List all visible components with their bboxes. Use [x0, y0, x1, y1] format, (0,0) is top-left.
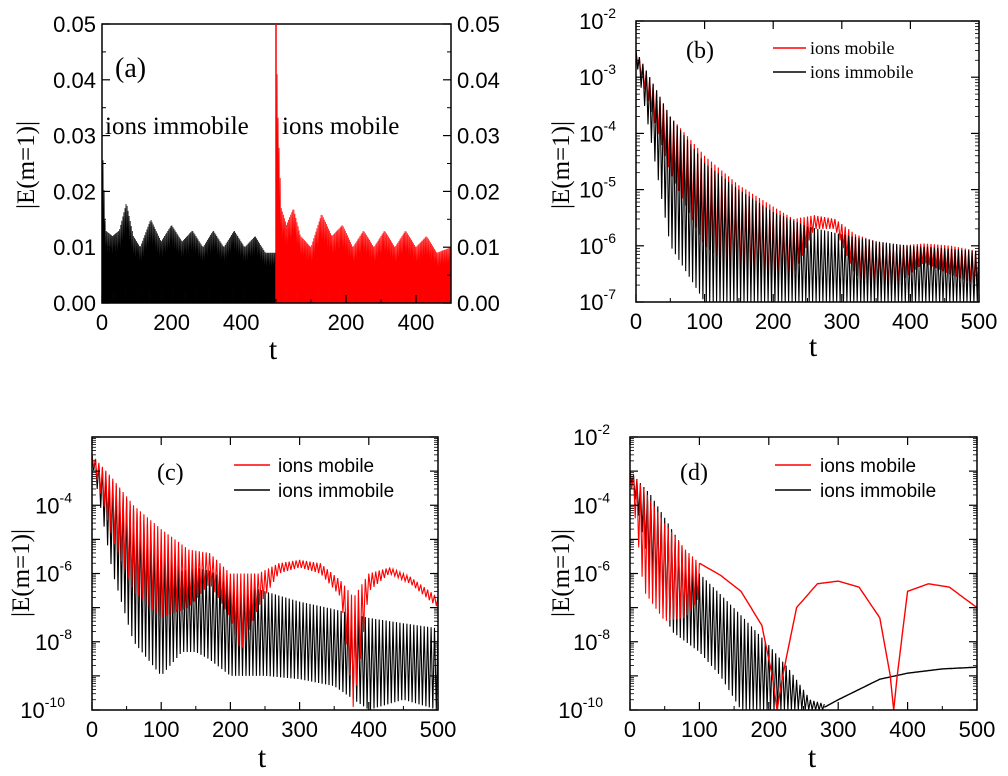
y-tick-label: 10-6: [35, 558, 72, 587]
x-tick-label: 0: [86, 717, 98, 742]
right-y-tick-label: 0.05: [457, 12, 500, 37]
x-tick-label: 200: [750, 717, 787, 742]
x-tick-label: 100: [681, 717, 718, 742]
series-ions-mobile-smooth: [699, 562, 977, 710]
right-y-tick-label: 0.02: [457, 179, 500, 204]
series-group: [102, 24, 451, 303]
x-tick-label: 200: [212, 717, 249, 742]
series-group: [636, 50, 979, 302]
y-tick-label: 10-7: [579, 286, 616, 315]
x-tick-label: 0: [630, 309, 642, 334]
y-tick-label: 10-10: [20, 694, 65, 723]
series-group: [630, 471, 977, 710]
series-group: [92, 454, 438, 710]
panel-b-legend-label-mobile: ions mobile: [810, 38, 895, 58]
panel-d: 0 100 200 300 400 500 10-10 10-8 10-6 10-4 10-2 (d…: [548, 421, 995, 774]
x-tick-label: 400: [398, 310, 435, 335]
x-tick-label: 500: [961, 309, 998, 334]
panel-b-y-axis-label: |E(m=1)|: [548, 121, 575, 209]
panel-c-legend-label-mobile: ions mobile: [278, 456, 374, 477]
panel-d-legend-label-immobile: ions immobile: [820, 481, 936, 502]
y-tick-label: 0.03: [53, 124, 96, 149]
series-ions-immobile: [102, 129, 277, 303]
panel-a-annotation-mobile: ions mobile: [282, 113, 399, 140]
x-tick-label: 500: [959, 717, 996, 742]
panel-b: 0 100 200 300 400 500 10-7 10-6 10-5 10-4 10-3 10-2…: [548, 5, 997, 363]
panel-b-ticks: 0 100 200 300 400 500 10-7 10-6 10-5 10-4 10-3 10-2: [579, 5, 997, 334]
panel-d-label: (d): [680, 460, 708, 486]
x-tick-label: 200: [153, 310, 190, 335]
panel-b-plot-area: [636, 50, 979, 302]
y-tick-label: 10-2: [573, 421, 610, 450]
panel-c: 0 100 200 300 400 500 10-10 10-8 10-6 10-4 (c) io…: [8, 436, 457, 774]
y-tick-label: 10-2: [579, 5, 616, 34]
series-ions-immobile: [636, 50, 979, 302]
y-tick-label: 10-4: [573, 489, 610, 518]
x-tick-label: 400: [889, 717, 926, 742]
y-tick-label: 10-8: [573, 626, 610, 655]
panel-c-plot-area: [92, 454, 438, 710]
right-y-tick-label: 0.01: [457, 235, 500, 260]
panel-b-legend-label-immobile: ions immobile: [810, 62, 914, 82]
panel-a-annotation-immobile: ions immobile: [105, 113, 249, 140]
x-tick-label: 400: [350, 717, 387, 742]
y-tick-label: 10-6: [573, 558, 610, 587]
right-y-tick-label: 0.00: [457, 291, 500, 316]
panel-a: 0.00 0.01 0.02 0.03 0.04 0.05 0.00 0.01 0.02 0.03…: [13, 12, 500, 366]
y-tick-label: 10-4: [579, 117, 616, 146]
y-tick-label: 10-8: [35, 626, 72, 655]
y-tick-label: 0.02: [53, 179, 96, 204]
y-tick-label: 10-6: [579, 230, 616, 259]
x-tick-label: 200: [328, 310, 365, 335]
panel-a-y-axis-label: |E(m=1)|: [13, 121, 40, 209]
panel-b-label: (b): [686, 38, 714, 64]
x-tick-label: 400: [892, 309, 929, 334]
x-tick-label: 300: [820, 717, 857, 742]
x-tick-label: 300: [823, 309, 860, 334]
panel-c-y-axis-label: |E(m=1)|: [8, 529, 35, 617]
series-ions-immobile: [92, 454, 438, 710]
series-ions-mobile: [630, 471, 700, 621]
y-tick-label: 10-10: [558, 694, 603, 723]
y-tick-label: 0.01: [53, 235, 96, 260]
series-ions-immobile-smooth: [823, 666, 977, 708]
panel-b-x-axis-label: t: [809, 330, 818, 363]
right-y-tick-label: 0.04: [457, 68, 500, 93]
panel-c-ticks: 0 100 200 300 400 500 10-10 10-8 10-6 10-4: [20, 436, 457, 742]
panel-d-x-axis-label: t: [808, 741, 817, 774]
x-tick-label: 500: [420, 717, 457, 742]
x-tick-label: 0: [624, 717, 636, 742]
x-tick-label: 100: [686, 309, 723, 334]
y-tick-label: 10-3: [579, 61, 616, 90]
panel-a-ticks: 0.00 0.01 0.02 0.03 0.04 0.05 0.00 0.01 0.02 0.03…: [53, 12, 500, 335]
y-tick-label: 10-5: [579, 174, 616, 203]
panel-a-x-axis-label: t: [269, 333, 278, 366]
x-tick-label: 100: [143, 717, 180, 742]
panel-d-legend-label-mobile: ions mobile: [820, 456, 916, 477]
series-ions-mobile: [92, 454, 438, 707]
y-tick-label: 0.00: [53, 291, 96, 316]
panel-d-ticks: 0 100 200 300 400 500 10-10 10-8 10-6 10-4 10-2: [558, 421, 995, 742]
right-y-tick-label: 0.03: [457, 124, 500, 149]
x-tick-label: 400: [223, 310, 260, 335]
y-tick-label: 0.04: [53, 68, 96, 93]
panel-a-plot-area: [102, 24, 451, 303]
x-tick-label: 300: [281, 717, 318, 742]
panel-d-y-axis-label: |E(m=1)|: [548, 529, 575, 617]
panel-c-x-axis-label: t: [258, 741, 267, 774]
panel-c-legend-label-immobile: ions immobile: [278, 481, 394, 502]
y-tick-label: 10-4: [35, 489, 72, 518]
panel-d-plot-area: [630, 471, 977, 710]
panel-c-label: (c): [157, 460, 184, 486]
x-tick-label: 200: [755, 309, 792, 334]
series-ions-mobile: [275, 24, 451, 303]
y-tick-label: 0.05: [53, 12, 96, 37]
x-tick-label: 0: [96, 310, 108, 335]
panel-a-label: (a): [115, 53, 146, 84]
